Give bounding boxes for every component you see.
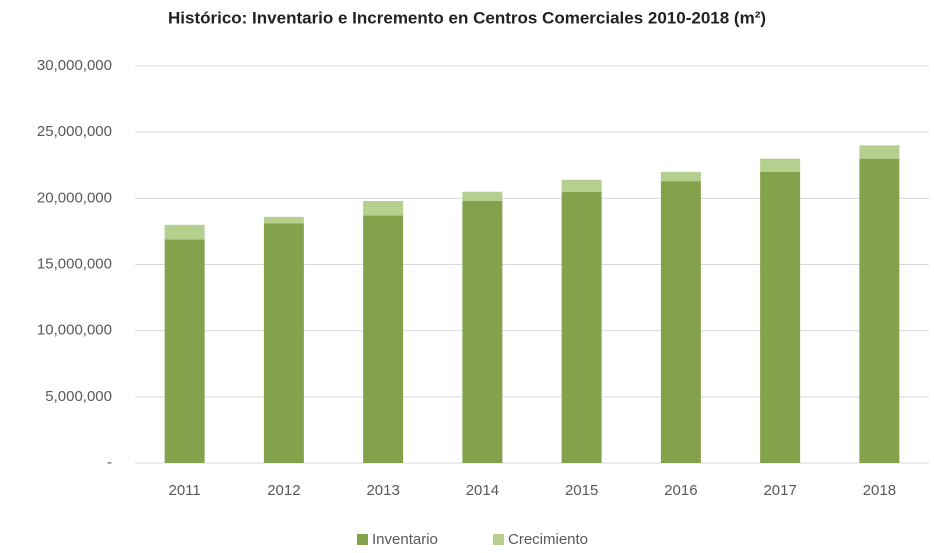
bar-segment bbox=[859, 158, 900, 463]
bar-segment bbox=[760, 171, 801, 463]
y-tick-label: 5,000,000 bbox=[45, 388, 112, 405]
x-tick-label: 2015 bbox=[565, 482, 598, 499]
y-tick-label: 30,000,000 bbox=[37, 57, 112, 74]
legend-swatch bbox=[357, 534, 368, 545]
x-tick-label: 2016 bbox=[664, 482, 697, 499]
x-tick-label: 2013 bbox=[366, 482, 399, 499]
bar-segment bbox=[561, 179, 602, 192]
bar-segment bbox=[263, 223, 304, 463]
bar-segment bbox=[363, 200, 404, 216]
bar-segment bbox=[263, 216, 304, 224]
x-tick-label: 2014 bbox=[466, 482, 499, 499]
y-tick-label: 15,000,000 bbox=[37, 255, 112, 272]
y-tick-label: 10,000,000 bbox=[37, 322, 112, 339]
bar-segment bbox=[462, 200, 503, 464]
legend-label: Inventario bbox=[372, 531, 438, 548]
chart-title: Histórico: Inventario e Incremento en Ce… bbox=[168, 8, 766, 27]
bar-segment bbox=[164, 224, 205, 240]
x-tick-label: 2017 bbox=[763, 482, 796, 499]
legend-label: Crecimiento bbox=[508, 531, 588, 548]
y-tick-label: 25,000,000 bbox=[37, 123, 112, 140]
bar-segment bbox=[363, 215, 404, 463]
bar-segment bbox=[561, 191, 602, 463]
bar-segment bbox=[660, 181, 701, 463]
x-tick-label: 2018 bbox=[863, 482, 896, 499]
bar-segment bbox=[760, 158, 801, 172]
bar-segment bbox=[164, 239, 205, 463]
bar-segment bbox=[859, 145, 900, 159]
legend-swatch bbox=[493, 534, 504, 545]
bar-segment bbox=[462, 191, 503, 201]
bar-segment bbox=[660, 171, 701, 182]
x-tick-label: 2012 bbox=[267, 482, 300, 499]
y-tick-label: - bbox=[107, 454, 112, 471]
y-tick-label: 20,000,000 bbox=[37, 189, 112, 206]
x-tick-label: 2011 bbox=[168, 482, 200, 499]
